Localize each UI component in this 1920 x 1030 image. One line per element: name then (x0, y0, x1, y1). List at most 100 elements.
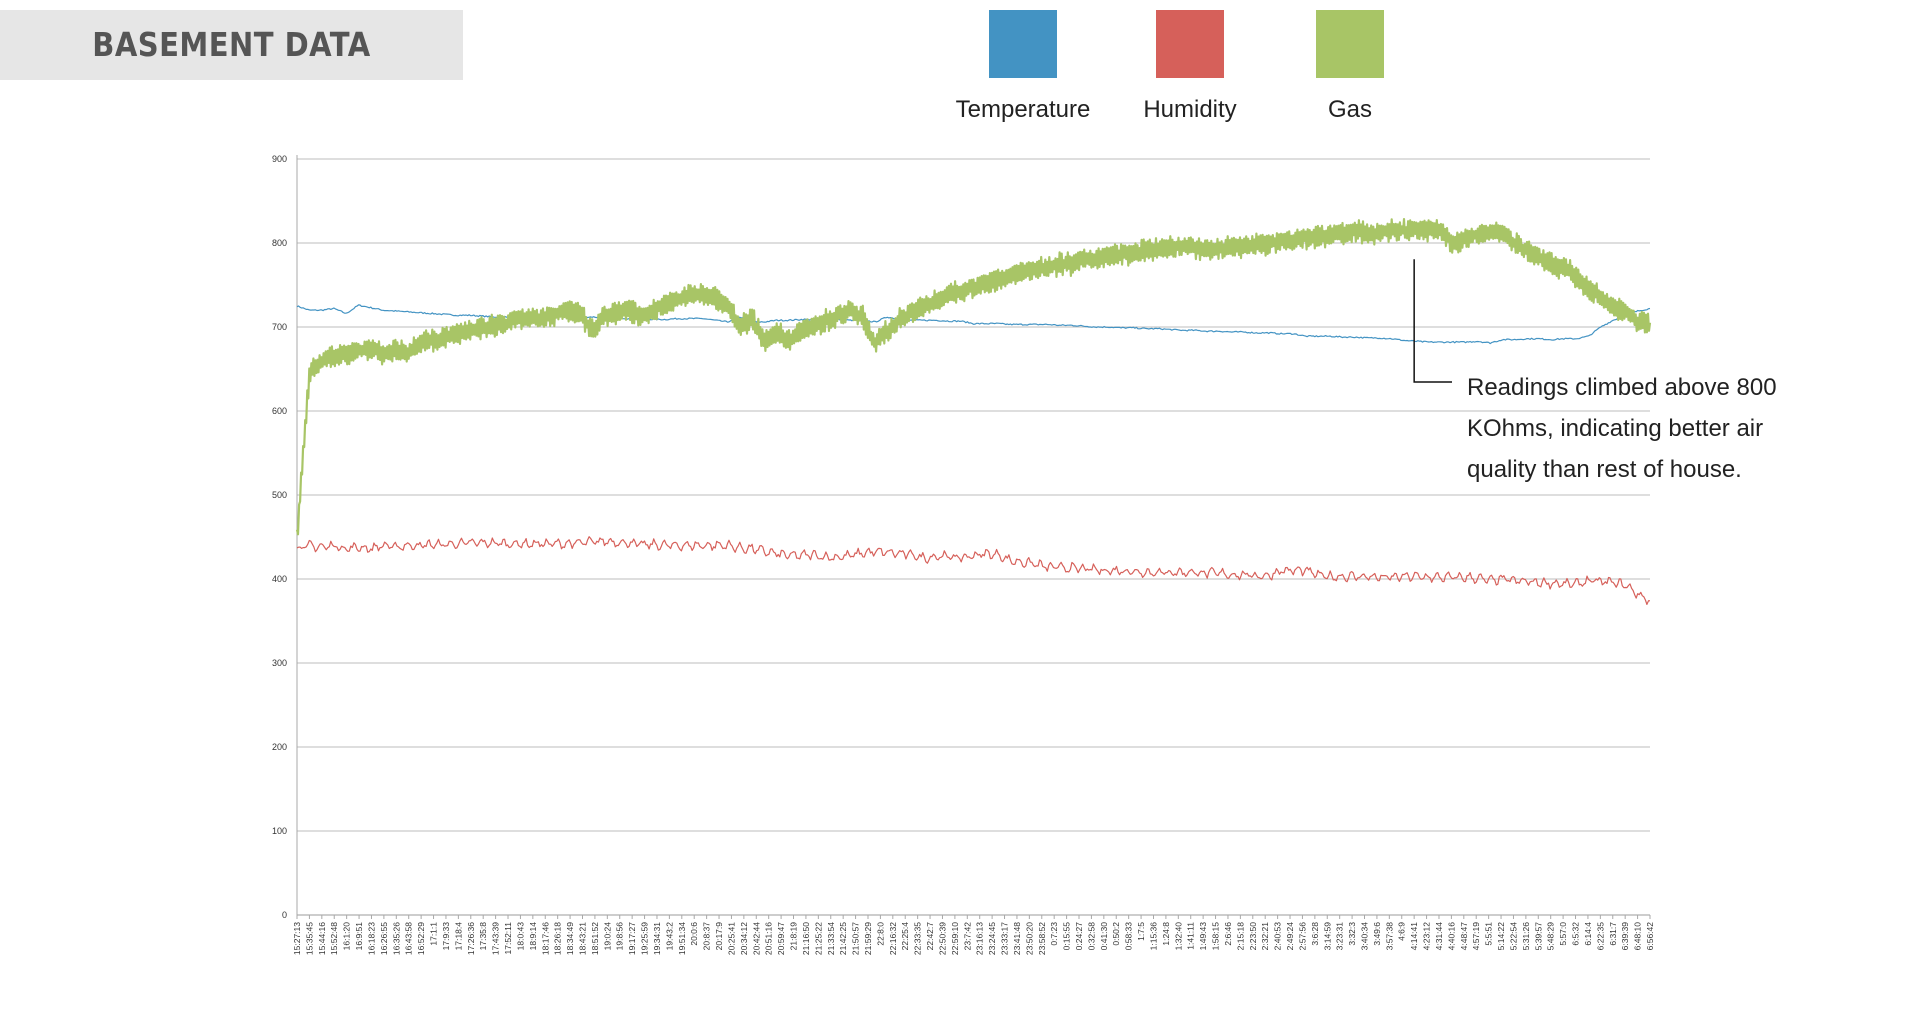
annotation-leader-line (1413, 259, 1452, 383)
legend-item-humidity: Humidity (1110, 10, 1270, 124)
x-tick-label: 22:16:32 (888, 922, 898, 955)
series-line-gas (295, 218, 1652, 536)
x-tick-label: 6:56:42 (1645, 922, 1655, 951)
x-tick-label: 6:5:32 (1571, 922, 1581, 946)
annotation-line-1: Readings climbed above 800 (1467, 374, 1777, 401)
x-tick-label: 18:26:18 (553, 922, 563, 955)
y-tick-label: 500 (272, 490, 287, 500)
annotation-line-3: quality than rest of house. (1467, 456, 1742, 483)
x-tick-label: 1:49:43 (1198, 922, 1208, 951)
x-tick-label: 16:1:20 (342, 922, 352, 951)
legend-label-gas: Gas (1327, 96, 1372, 123)
legend-item-temperature: Temperature (943, 10, 1103, 124)
x-tick-label: 16:9:51 (354, 922, 364, 951)
y-tick-label: 100 (272, 826, 287, 836)
x-tick-label: 20:51:16 (764, 922, 774, 955)
x-tick-label: 6:14:4 (1583, 922, 1593, 946)
y-tick-label: 900 (272, 154, 287, 164)
x-tick-label: 5:57:0 (1558, 922, 1568, 946)
x-tick-label: 1:41:11 (1186, 922, 1196, 950)
legend-swatch-temperature (989, 10, 1057, 78)
x-tick-label: 0:32:58 (1086, 922, 1096, 951)
x-tick-label: 22:59:10 (950, 922, 960, 955)
x-tick-label: 21:8:19 (789, 922, 799, 951)
series-line-humidity (296, 536, 1651, 605)
x-tick-label: 16:18:23 (366, 922, 376, 955)
x-tick-label: 4:48:47 (1459, 922, 1469, 951)
legend-label-temperature: Temperature (955, 96, 1091, 123)
x-tick-label: 19:34:31 (652, 922, 662, 955)
x-tick-label: 2:57:56 (1297, 922, 1307, 951)
x-tick-label: 2:23:50 (1248, 922, 1258, 951)
x-tick-label: 5:48:29 (1546, 922, 1556, 951)
x-tick-label: 23:50:20 (1024, 922, 1034, 955)
x-tick-label: 22:50:39 (937, 922, 947, 955)
x-tick-label: 17:35:8 (478, 922, 488, 951)
x-tick-label: 17:26:36 (466, 922, 476, 955)
legend-swatch-gas (1316, 10, 1384, 78)
x-tick-label: 20:0:6 (689, 922, 699, 946)
annotation-line-2: KOhms, indicating better air (1467, 415, 1764, 442)
x-tick-label: 16:35:26 (391, 922, 401, 955)
x-tick-label: 22:42:7 (925, 922, 935, 951)
x-tick-label: 1:24:8 (1161, 922, 1171, 946)
x-tick-label: 16:52:29 (416, 922, 426, 955)
x-tick-label: 17:43:39 (491, 922, 501, 955)
x-tick-label: 20:34:12 (739, 922, 749, 955)
x-tick-label: 3:6:28 (1310, 922, 1320, 946)
x-tick-label: 19:51:34 (677, 922, 687, 955)
x-tick-label: 21:33:54 (826, 922, 836, 955)
x-tick-label: 2:40:53 (1273, 922, 1283, 951)
x-tick-label: 0:58:33 (1124, 922, 1134, 951)
x-tick-label: 3:32:3 (1347, 922, 1357, 946)
y-tick-label: 600 (272, 406, 287, 416)
x-tick-label: 19:25:59 (640, 922, 650, 955)
x-tick-label: 16:43:58 (404, 922, 414, 955)
x-tick-label: 2:32:21 (1260, 922, 1270, 951)
legend-swatch-humidity (1156, 10, 1224, 78)
x-tick-label: 20:59:47 (776, 922, 786, 955)
x-tick-label: 17:18:4 (453, 922, 463, 951)
x-tick-label: 6:31:7 (1608, 922, 1618, 946)
x-tick-label: 23:58:52 (1037, 922, 1047, 955)
legend-label-humidity: Humidity (1143, 96, 1237, 123)
x-tick-label: 1:7:5 (1136, 922, 1146, 941)
x-tick-label: 3:40:34 (1360, 922, 1370, 951)
x-tick-label: 20:25:41 (726, 922, 736, 955)
x-tick-label: 21:50:57 (851, 922, 861, 955)
x-tick-label: 23:24:45 (987, 922, 997, 955)
x-tick-label: 23:33:17 (1000, 922, 1010, 955)
x-tick-label: 2:49:24 (1285, 922, 1295, 951)
x-tick-label: 6:22:35 (1595, 922, 1605, 951)
x-tick-label: 0:7:23 (1049, 922, 1059, 946)
x-tick-label: 20:42:44 (751, 922, 761, 955)
x-tick-label: 22:8:0 (875, 922, 885, 946)
x-tick-label: 19:43:2 (664, 922, 674, 951)
x-tick-label: 19:0:24 (602, 922, 612, 951)
x-tick-label: 22:25:4 (900, 922, 910, 951)
x-tick-label: 4:31:44 (1434, 922, 1444, 951)
y-tick-label: 0 (282, 910, 287, 920)
x-tick-label: 18:17:46 (540, 922, 550, 955)
x-tick-label: 4:14:41 (1409, 922, 1419, 951)
y-tick-label: 200 (272, 742, 287, 752)
x-tick-label: 20:8:37 (702, 922, 712, 951)
x-tick-label: 0:15:55 (1062, 922, 1072, 951)
x-tick-label: 5:39:57 (1533, 922, 1543, 951)
x-tick-label: 23:16:13 (975, 922, 985, 955)
annotation: Readings climbed above 800 KOhms, indica… (1467, 367, 1867, 490)
x-tick-label: 19:8:56 (615, 922, 625, 951)
x-tick-label: 15:35:45 (304, 922, 314, 955)
x-tick-label: 6:48:10 (1633, 922, 1643, 951)
x-tick-label: 4:23:12 (1422, 922, 1432, 951)
x-tick-label: 1:32:40 (1173, 922, 1183, 951)
title-banner: BASEMENT DATA (0, 10, 463, 80)
x-tick-label: 5:5:51 (1484, 922, 1494, 946)
x-tick-label: 18:0:43 (515, 922, 525, 951)
x-tick-label: 2:6:46 (1223, 922, 1233, 946)
x-tick-label: 18:9:14 (528, 922, 538, 951)
x-tick-label: 23:7:42 (962, 922, 972, 951)
x-tick-label: 3:49:6 (1372, 922, 1382, 946)
y-tick-label: 300 (272, 658, 287, 668)
